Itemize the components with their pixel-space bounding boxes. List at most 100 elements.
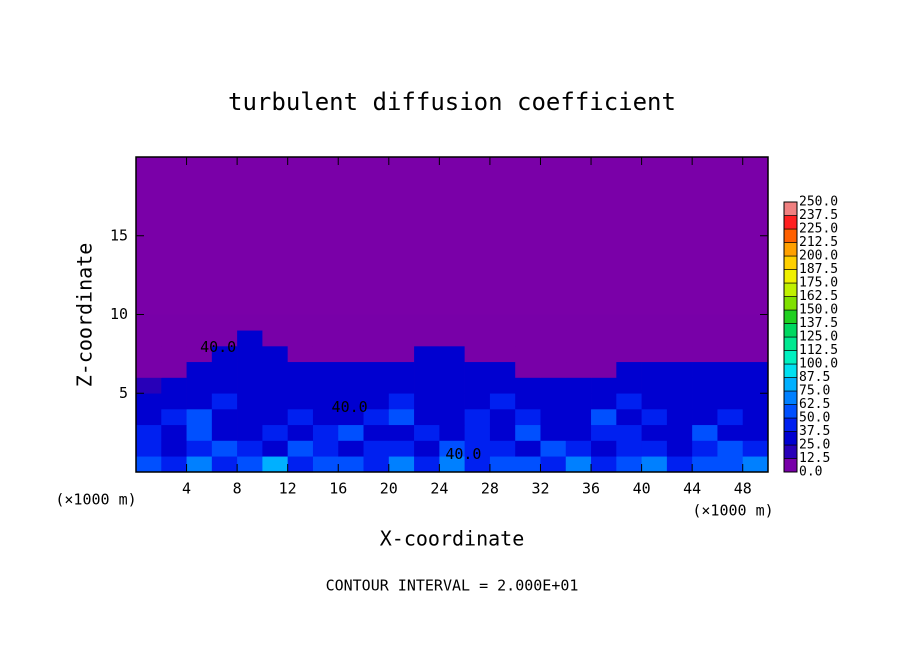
field-cell [136,424,162,441]
field-cell [363,424,390,441]
colorbar-band [783,309,798,324]
field-cell [186,424,213,441]
field-cell [464,314,491,331]
field-cell [489,330,516,347]
field-cell [136,409,162,426]
field-cell [287,393,314,410]
colorbar-band [783,215,798,230]
field-cell [287,377,314,394]
field-cell [515,330,541,347]
colorbar-label: 212.5 [799,235,838,250]
field-cell [287,314,314,331]
field-cell [287,346,314,363]
field-cell [186,377,213,394]
field-cell [591,440,617,457]
field-cell [312,346,339,363]
field-cell [641,440,668,457]
x-tick-label: 36 [582,480,600,498]
field-cell [489,409,516,426]
field-cell [742,314,769,331]
field-cell [262,346,288,363]
field-cell [312,314,339,331]
field-cell [540,393,567,410]
field-cell [136,346,162,363]
field-cell [161,314,187,331]
field-cell [262,314,288,331]
colorbar-band [783,323,798,338]
field-cell [464,424,491,441]
field-cell [489,424,516,441]
field-cell [388,361,415,378]
colorbar-band [783,458,798,473]
field-cell [186,409,213,426]
field-cell [515,346,541,363]
field-cell [338,440,364,457]
field-cell [186,314,213,331]
field-cell [464,409,491,426]
field-cell [742,377,769,394]
colorbar-band [783,444,798,459]
field-cell [439,346,465,363]
annotation: CONTOUR INTERVAL = 2.000E+01 [326,577,579,595]
field-cell [515,440,541,457]
field-cell [388,393,415,410]
field-cell [742,346,769,363]
field-cell [262,440,288,457]
field-cell [489,377,516,394]
field-cell [262,361,288,378]
field-cell [439,409,465,426]
field-cell [211,361,238,378]
colorbar-label: 75.0 [799,384,830,399]
y-axis-label: Z-coordinate [73,243,97,388]
field-cell [161,393,187,410]
field-cell [338,314,364,331]
colorbar-label: 100.0 [799,357,838,372]
field-cell [464,361,491,378]
field-cell [312,456,339,473]
field-cell [692,456,718,473]
field-cell [540,424,567,441]
field-cell [186,393,213,410]
colorbar-label: 50.0 [799,411,830,426]
field-cell [742,330,769,347]
field-cell [262,456,288,473]
field-cell [489,361,516,378]
colorbar-label: 112.5 [799,343,838,358]
field-cell [161,330,187,347]
colorbar-label: 87.5 [799,370,830,385]
field-cell [186,330,213,347]
field-cell [237,440,263,457]
field-cell [666,409,693,426]
field-cell [666,440,693,457]
colorbar-band [783,350,798,365]
field-cell [439,440,465,457]
colorbar-band [783,417,798,432]
y-tick-label: 15 [110,226,128,244]
field-cell [641,409,668,426]
field-cell [262,330,288,347]
field-cell [742,456,769,473]
field-cell [515,424,541,441]
field-cell [237,346,263,363]
field-cell [717,346,744,363]
field-cell [136,314,162,331]
field-cell [616,361,642,378]
field-cell [136,377,162,394]
field-cell [312,377,339,394]
field-cell [565,409,592,426]
field-cell [237,424,263,441]
field-cell [414,346,440,363]
colorbar-label: 37.5 [799,424,830,439]
field-cell [641,346,668,363]
field-cell [616,424,642,441]
field-cell [237,361,263,378]
field-cell [717,440,744,457]
field-cell [363,409,390,426]
field-cell [717,456,744,473]
field-cell [692,346,718,363]
field-cell [565,377,592,394]
colorbar-band [783,336,798,351]
field-cell [565,346,592,363]
field-cell [262,424,288,441]
field-cell [439,424,465,441]
